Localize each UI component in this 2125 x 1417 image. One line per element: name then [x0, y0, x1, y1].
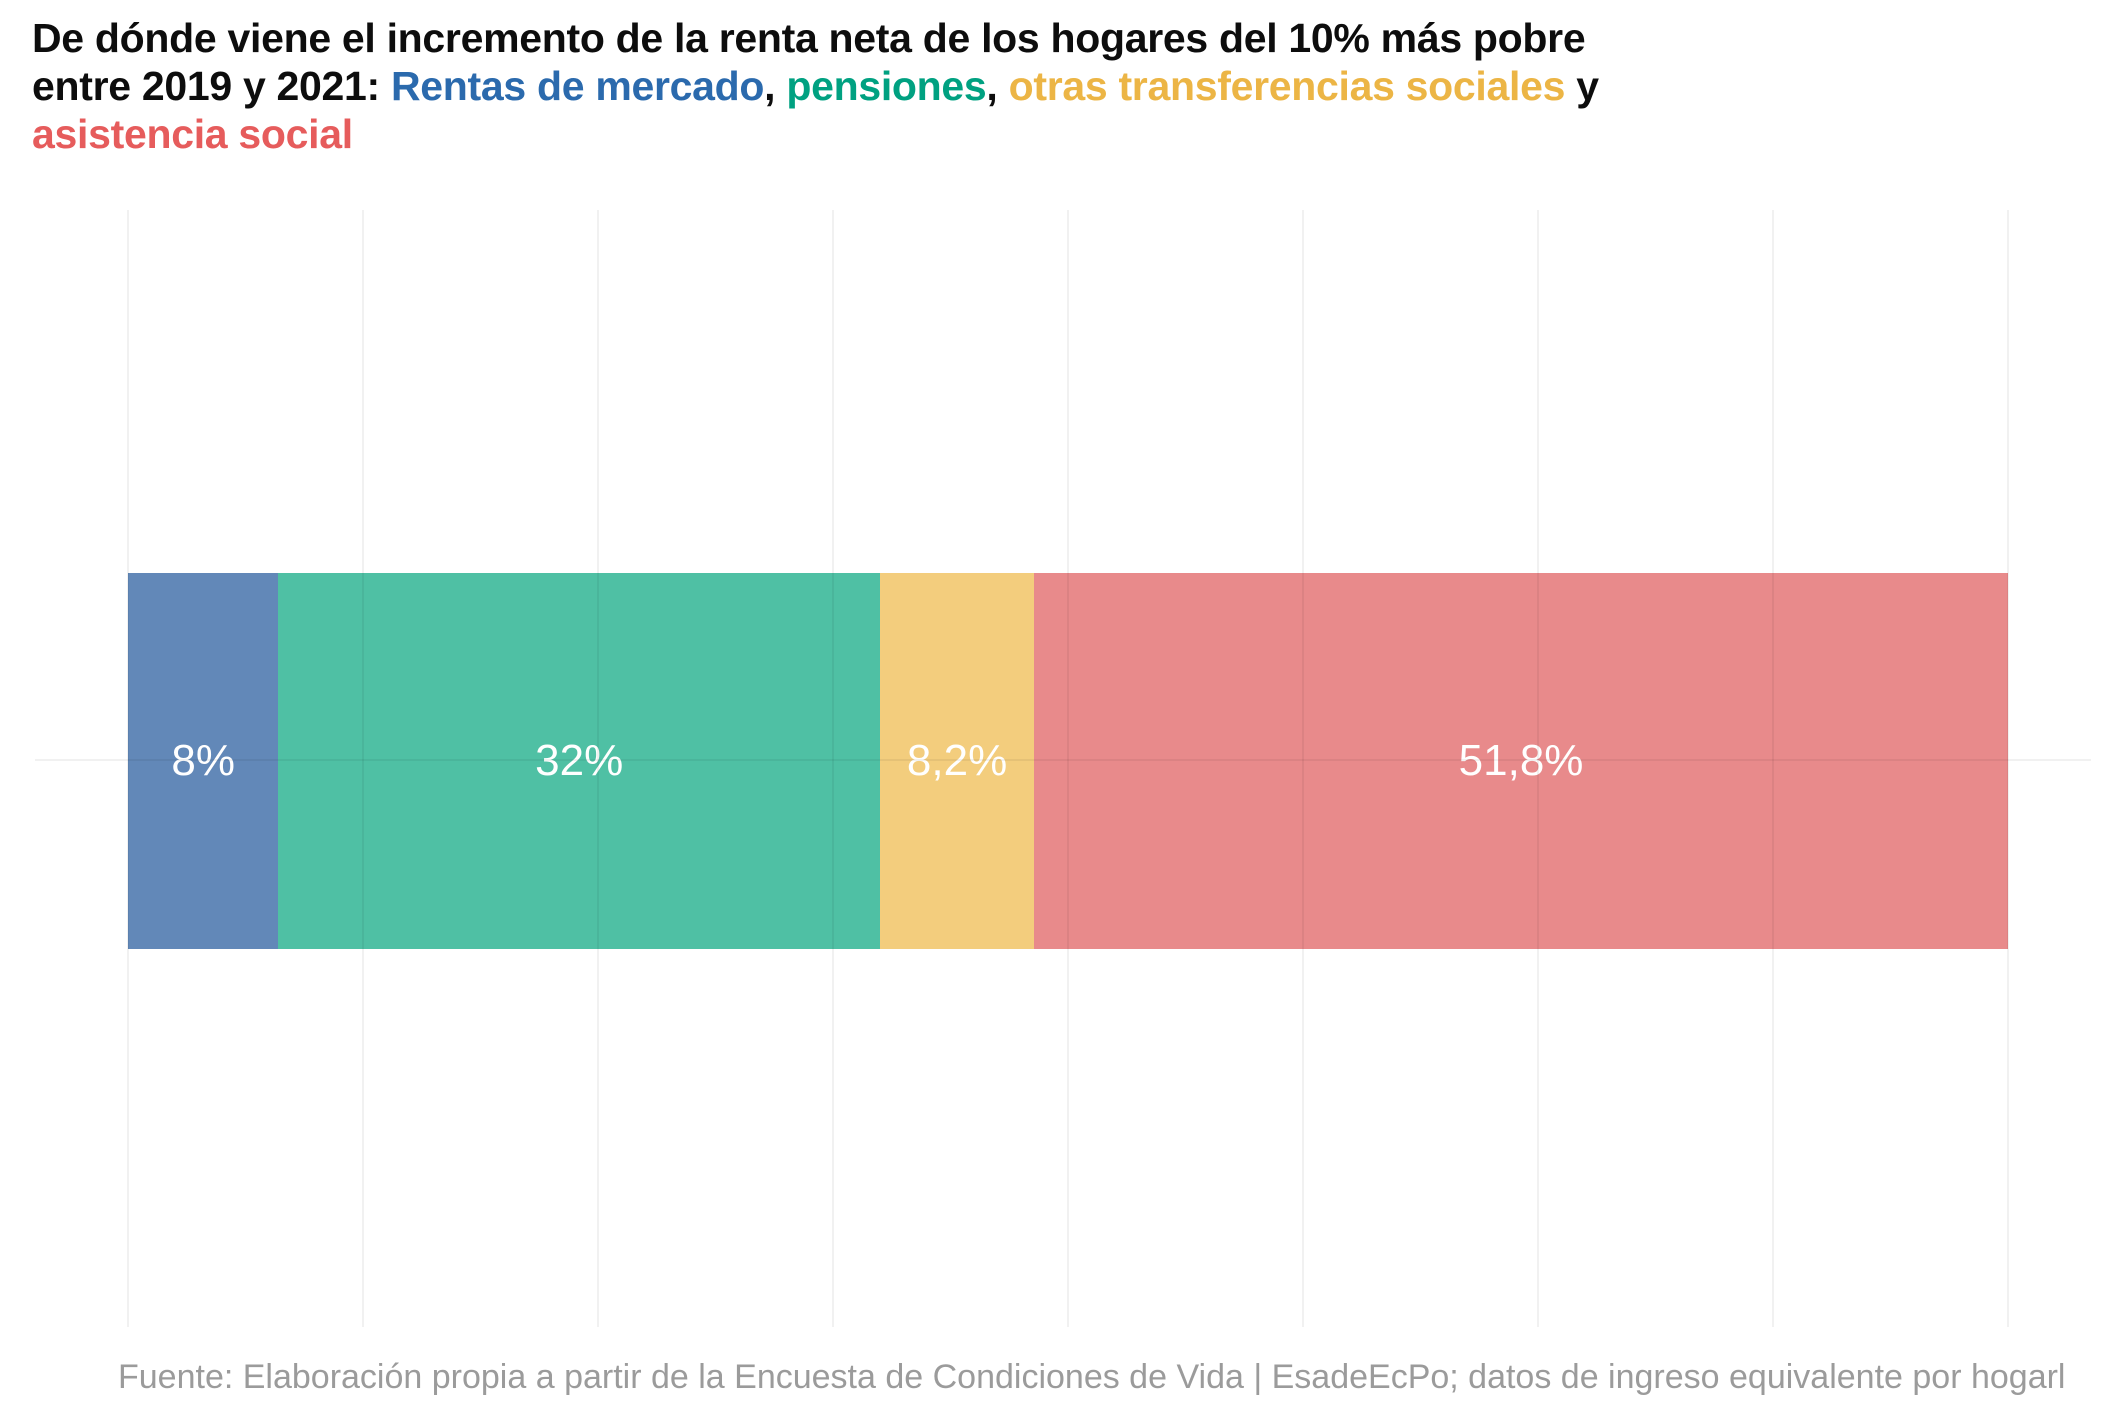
- gridline-vertical: [596, 210, 599, 1327]
- bar-segment-asistencia-social[interactable]: 51,8%: [1034, 573, 2008, 949]
- title-separator-1: ,: [764, 63, 787, 109]
- title-text-line1: De dónde viene el incremento de la renta…: [32, 15, 1586, 61]
- bar-segment-rentas-de-mercado[interactable]: 8%: [128, 573, 279, 949]
- legend-label-otras-transferencias-sociales: otras transferencias sociales: [1008, 63, 1566, 109]
- legend-label-asistencia-social: asistencia social: [32, 111, 353, 157]
- legend-label-rentas-de-mercado: Rentas de mercado: [391, 63, 765, 109]
- chart-title: De dónde viene el incremento de la renta…: [32, 14, 2102, 158]
- gridline-vertical: [2006, 210, 2009, 1327]
- gridline-vertical: [1536, 210, 1539, 1327]
- bar-value-label: 32%: [535, 736, 624, 785]
- title-conjunction: y: [1565, 63, 1599, 109]
- legend-label-pensiones: pensiones: [786, 63, 987, 109]
- gridline-vertical: [361, 210, 364, 1327]
- bar-value-label: 51,8%: [1458, 736, 1584, 785]
- gridline-vertical: [126, 210, 129, 1327]
- bar-segment-otras-transferencias-sociales[interactable]: 8,2%: [879, 573, 1035, 949]
- bar-value-label: 8,2%: [906, 736, 1008, 785]
- gridline-vertical: [1301, 210, 1304, 1327]
- bar-segment-pensiones[interactable]: 32%: [278, 573, 880, 949]
- category-axis-line: [35, 759, 2091, 761]
- gridline-vertical: [831, 210, 834, 1327]
- gridline-vertical: [1066, 210, 1069, 1327]
- bar-value-label: 8%: [171, 736, 235, 785]
- title-text-line2-prefix: entre 2019 y 2021:: [32, 63, 391, 109]
- source-footer: Fuente: Elaboración propia a partir de l…: [118, 1358, 2066, 1396]
- title-separator-2: ,: [986, 63, 1009, 109]
- stacked-bar: 8% 32% 8,2% 51,8%: [128, 573, 2008, 949]
- gridline-vertical: [1771, 210, 1774, 1327]
